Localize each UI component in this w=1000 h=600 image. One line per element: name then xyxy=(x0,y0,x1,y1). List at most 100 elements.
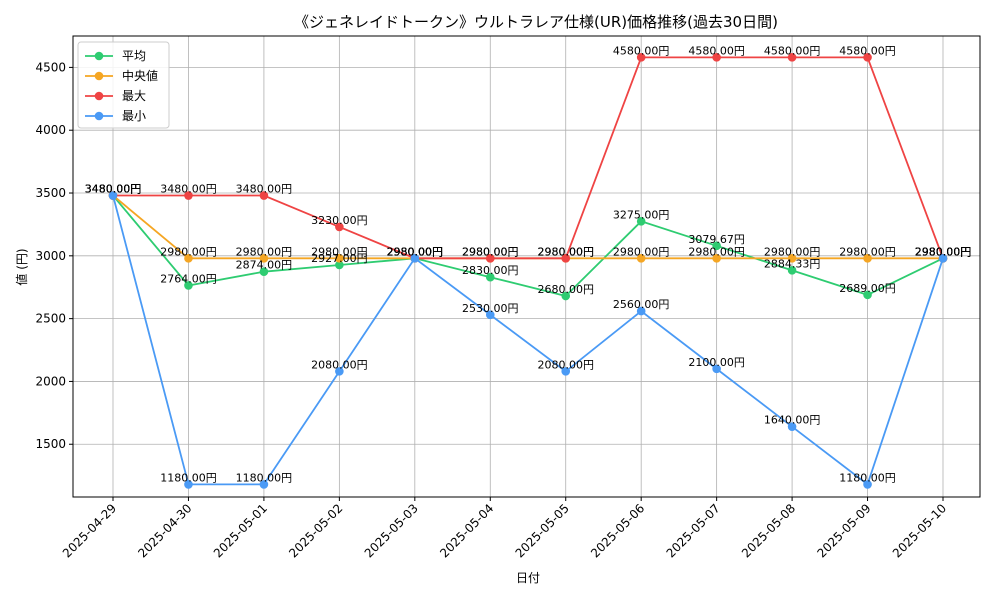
data-label: 2980.00円 xyxy=(387,245,444,258)
data-label: 2080.00円 xyxy=(311,358,368,371)
data-label: 2980.00円 xyxy=(462,245,519,258)
data-label: 2980.00円 xyxy=(537,245,594,258)
data-point xyxy=(335,260,344,270)
x-tick-label: 2025-05-01 xyxy=(211,501,270,560)
y-tick-label: 1500 xyxy=(35,437,66,451)
data-label: 2980.00円 xyxy=(160,245,217,258)
data-point xyxy=(410,254,420,263)
data-point xyxy=(561,254,571,263)
data-point xyxy=(636,53,646,62)
plot-frame xyxy=(72,35,981,498)
data-point xyxy=(938,254,948,263)
data-label: 2680.00円 xyxy=(537,283,594,296)
data-label: 1180.00円 xyxy=(839,471,896,484)
data-label: 3230.00円 xyxy=(311,214,368,227)
y-tick-label: 2500 xyxy=(35,312,66,326)
y-tick-label: 3500 xyxy=(35,186,66,200)
data-label: 2980.00円 xyxy=(839,245,896,258)
data-point xyxy=(335,254,344,263)
series-line xyxy=(113,56,944,260)
data-point xyxy=(863,53,872,62)
legend-swatch-marker xyxy=(94,111,104,121)
data-label: 2980.00円 xyxy=(387,245,444,258)
data-point xyxy=(636,306,646,316)
data-label: 3480.00円 xyxy=(236,183,293,196)
legend-frame xyxy=(77,41,170,129)
data-point xyxy=(636,254,646,263)
data-label: 2530.00円 xyxy=(462,302,519,315)
data-point xyxy=(485,310,495,320)
data-point xyxy=(485,272,495,282)
data-point xyxy=(184,480,193,489)
chart-title: 《ジェネレイドトークン》ウルトラレア仕様(UR)価格推移(過去30日間) xyxy=(294,13,778,31)
data-point xyxy=(259,267,269,276)
data-label: 2980.00円 xyxy=(462,245,519,258)
data-label: 1640.00円 xyxy=(764,414,821,427)
x-tick-label: 2025-04-29 xyxy=(60,501,119,560)
legend-swatch-marker xyxy=(94,71,104,81)
data-point xyxy=(863,480,872,489)
data-point xyxy=(108,191,118,200)
legend-swatch-marker xyxy=(94,91,104,101)
y-axis-label: 値 (円) xyxy=(14,248,29,285)
grid xyxy=(73,36,980,497)
data-label: 3480.00円 xyxy=(85,183,142,196)
data-label: 2764.00円 xyxy=(160,272,217,285)
data-label: 2980.00円 xyxy=(915,245,972,258)
x-tick-label: 2025-05-05 xyxy=(513,501,572,560)
data-label: 1180.00円 xyxy=(160,471,217,484)
data-label: 4580.00円 xyxy=(613,44,670,57)
data-label: 3480.00円 xyxy=(85,183,142,196)
data-point xyxy=(787,422,797,431)
x-tick-label: 2025-05-06 xyxy=(588,501,647,560)
legend-swatch-marker xyxy=(94,51,104,61)
data-point xyxy=(712,241,721,251)
data-label: 2980.00円 xyxy=(688,245,745,258)
data-label: 3275.00円 xyxy=(613,208,670,221)
y-tick-label: 4500 xyxy=(35,60,66,74)
series-line xyxy=(112,194,944,297)
data-point xyxy=(787,53,797,62)
data-label: 3480.00円 xyxy=(160,183,217,196)
legend-label: 平均 xyxy=(122,49,146,63)
data-label: 4580.00円 xyxy=(764,44,821,57)
x-tick-label: 2025-05-07 xyxy=(664,501,723,560)
data-point xyxy=(259,191,269,200)
x-tick-label: 2025-05-09 xyxy=(814,501,873,560)
data-point xyxy=(636,216,646,226)
data-label: 2884.33円 xyxy=(764,257,821,270)
legend-label: 中央値 xyxy=(122,68,158,83)
data-label: 2980.00円 xyxy=(915,245,972,258)
data-label: 2980.00円 xyxy=(764,245,821,258)
data-label: 2980.00円 xyxy=(613,245,670,258)
data-point xyxy=(259,480,269,489)
x-tick-label: 2025-05-08 xyxy=(739,501,798,560)
data-point xyxy=(787,266,797,275)
data-point xyxy=(335,367,344,376)
data-label: 2980.00円 xyxy=(537,245,594,258)
data-point xyxy=(863,254,872,263)
data-point xyxy=(184,191,193,200)
x-tick-label: 2025-05-02 xyxy=(286,501,345,560)
data-point xyxy=(561,367,571,376)
data-label: 2830.00円 xyxy=(462,264,519,277)
data-point xyxy=(259,254,269,263)
data-label: 3079.67円 xyxy=(688,233,745,246)
data-label: 2980.00円 xyxy=(387,245,444,258)
data-label: 2980.00円 xyxy=(915,245,972,258)
data-label: 3480.00円 xyxy=(85,183,142,196)
data-point xyxy=(787,254,797,263)
data-label: 2080.00円 xyxy=(537,358,594,371)
data-label: 2874.00円 xyxy=(236,259,293,272)
x-tick-label: 2025-05-03 xyxy=(362,501,421,560)
data-point xyxy=(712,364,721,374)
data-label: 2100.00円 xyxy=(688,356,745,369)
data-label: 2980.00円 xyxy=(236,245,293,258)
data-point xyxy=(863,290,872,300)
data-point xyxy=(184,254,193,263)
x-tick-label: 2025-04-30 xyxy=(135,501,194,560)
data-point xyxy=(712,53,721,62)
series-line xyxy=(112,195,944,486)
data-label: 4580.00円 xyxy=(839,44,896,57)
